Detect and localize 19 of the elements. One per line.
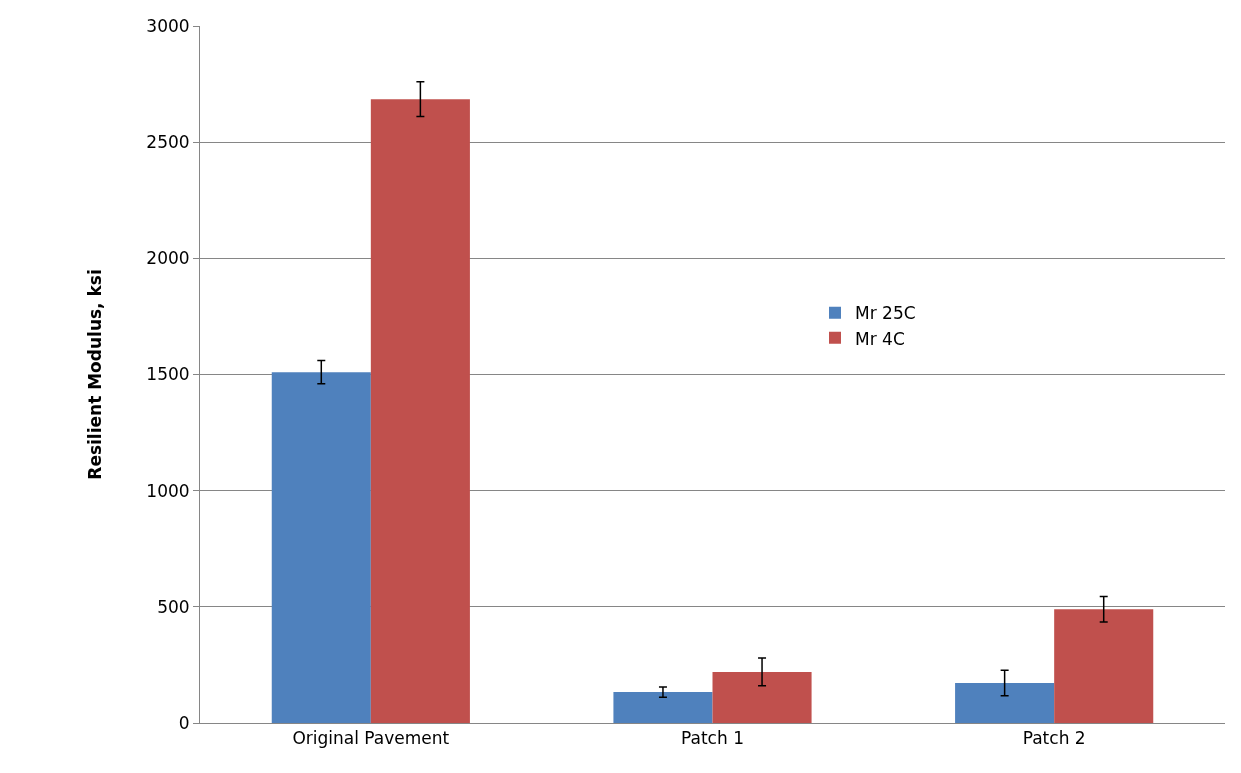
legend-label: Mr 25C	[855, 303, 916, 324]
y-tick-label: 3000	[146, 15, 190, 36]
y-tick-label: 0	[178, 712, 190, 733]
bar	[271, 372, 371, 723]
bar	[370, 99, 470, 723]
y-tick-label: 1000	[146, 480, 190, 501]
y-axis-title: Resilient Modulus, ksi	[84, 269, 105, 480]
bar	[955, 683, 1055, 723]
bar	[712, 671, 812, 723]
bar	[613, 692, 713, 723]
x-tick-label: Patch 1	[681, 728, 744, 749]
bar	[1054, 609, 1154, 723]
x-tick-label: Original Pavement	[292, 728, 450, 749]
y-tick-label: 2500	[146, 132, 190, 153]
legend-label: Mr 4C	[855, 328, 905, 349]
y-tick-label: 1500	[146, 364, 190, 385]
y-tick-label: 500	[157, 596, 190, 617]
y-tick-label: 2000	[146, 248, 190, 269]
x-tick-label: Patch 2	[1022, 728, 1086, 749]
